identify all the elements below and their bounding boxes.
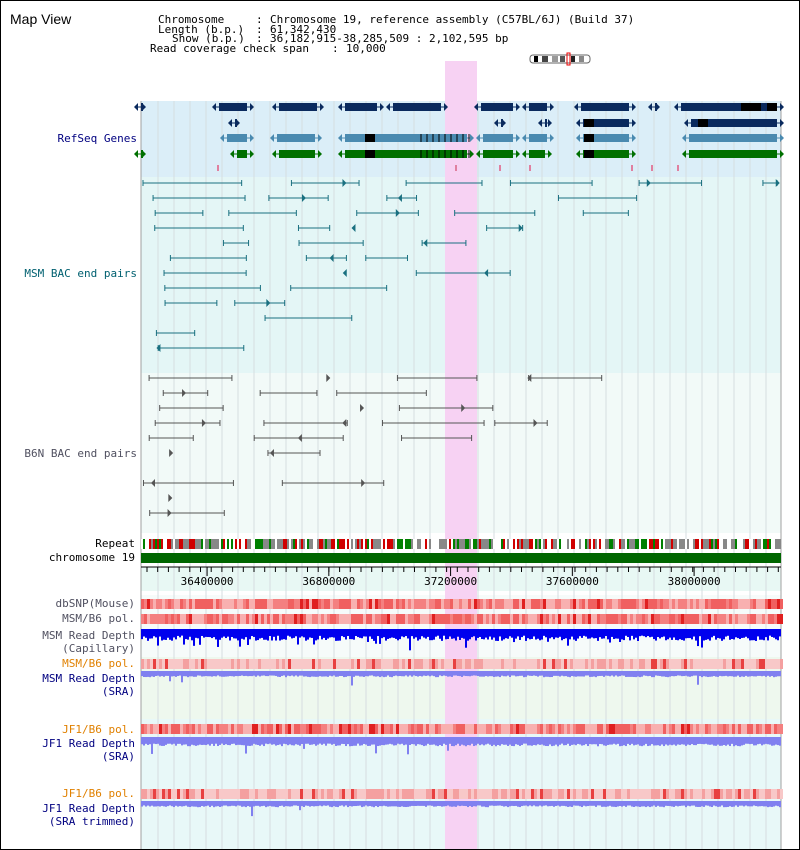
repeat-label: Repeat: [95, 537, 135, 550]
jf1-depth-label-2: (SRA): [101, 750, 135, 763]
axis-tick-label-0: 36400000: [181, 575, 234, 588]
axis-tick-label-2: 37200000: [424, 575, 477, 588]
jf1-depth-sra-bars: [141, 737, 781, 755]
coordinate-axis: 36400000 36800000 37200000 37600000 38000000: [141, 566, 781, 588]
msm-bac-label[interactable]: MSM BAC end pairs: [24, 267, 137, 280]
header-colon-4: :: [332, 42, 339, 55]
jf1-pol-heatstrip: [141, 724, 783, 734]
ideogram-position-marker: [566, 52, 571, 66]
dbsnp-heatstrip: [141, 599, 783, 609]
msm-b6-pol-label[interactable]: MSM/B6 pol.: [62, 612, 135, 625]
header-show-value: 36,182,915-38,285,509 : 2,102,595 bp: [270, 32, 509, 45]
jf1-depth-trimmed-label-1[interactable]: JF1 Read Depth: [42, 802, 135, 815]
msm-depth-capillary-bars: [141, 629, 781, 651]
refseq-row-3: [220, 134, 784, 142]
refseq-genes: [134, 103, 784, 171]
msm-b6-pol-sra-heatstrip: [141, 659, 783, 669]
header-show-key: Show (b.p.): [172, 32, 245, 45]
axis-tick-label-3: 37600000: [546, 575, 599, 588]
chromosome-bar: [141, 553, 781, 563]
header-length-key: Length (b.p.): [158, 23, 245, 36]
header-chromosome-key: Chromosome: [158, 13, 225, 26]
refseq-genes-label[interactable]: RefSeq Genes: [57, 132, 137, 145]
msm-b6-pol-sra-label[interactable]: MSM/B6 pol.: [62, 657, 135, 670]
b6n-bac-end-pairs: [142, 374, 603, 517]
msm-bac-end-pairs: [142, 179, 780, 352]
highlight-region: [445, 61, 477, 849]
header-colon-1: :: [256, 13, 263, 26]
header-chromosome-value: Chromosome 19, reference assembly (C57BL…: [270, 13, 635, 26]
chromosome-label: chromosome 19: [48, 551, 135, 564]
chromosome-ideogram: [529, 52, 591, 66]
msm-depth-capillary-label-1[interactable]: MSM Read Depth: [42, 629, 135, 642]
header-colon-2: :: [256, 23, 263, 36]
refseq-row-1: [134, 103, 784, 111]
msm-depth-sra-bars: [141, 671, 781, 686]
jf1-pol-label[interactable]: JF1/B6 pol.: [62, 723, 135, 736]
msm-depth-sra-label-2: (SRA): [101, 685, 135, 698]
jf1-pol-trimmed-label[interactable]: JF1/B6 pol.: [62, 787, 135, 800]
axis-tick-label-1: 36800000: [302, 575, 355, 588]
repeat-track: [141, 539, 781, 549]
b6n-bac-label[interactable]: B6N BAC end pairs: [24, 447, 137, 460]
jf1-depth-trimmed-label-2: (SRA trimmed): [48, 815, 135, 828]
refseq-row-4: [134, 150, 784, 158]
jf1-depth-trimmed-bars: [141, 801, 781, 817]
jf1-pol-trimmed-heatstrip: [141, 789, 783, 799]
msm-depth-sra-label-1[interactable]: MSM Read Depth: [42, 672, 135, 685]
axis-tick-label-4: 38000000: [668, 575, 721, 588]
dbsnp-label[interactable]: dbSNP(Mouse): [55, 597, 135, 610]
header-coverage-key: Read coverage check span: [150, 42, 309, 55]
msm-depth-capillary-label-2: (Capillary): [62, 642, 135, 655]
header-coverage-value: 10,000: [346, 42, 386, 55]
msm-b6-pol-heatstrip: [141, 614, 783, 624]
header-colon-3: :: [256, 32, 263, 45]
jf1-depth-label-1[interactable]: JF1 Read Depth: [42, 737, 135, 750]
header-length-value: 61,342,430: [270, 23, 337, 36]
page-title: Map View: [10, 11, 72, 27]
